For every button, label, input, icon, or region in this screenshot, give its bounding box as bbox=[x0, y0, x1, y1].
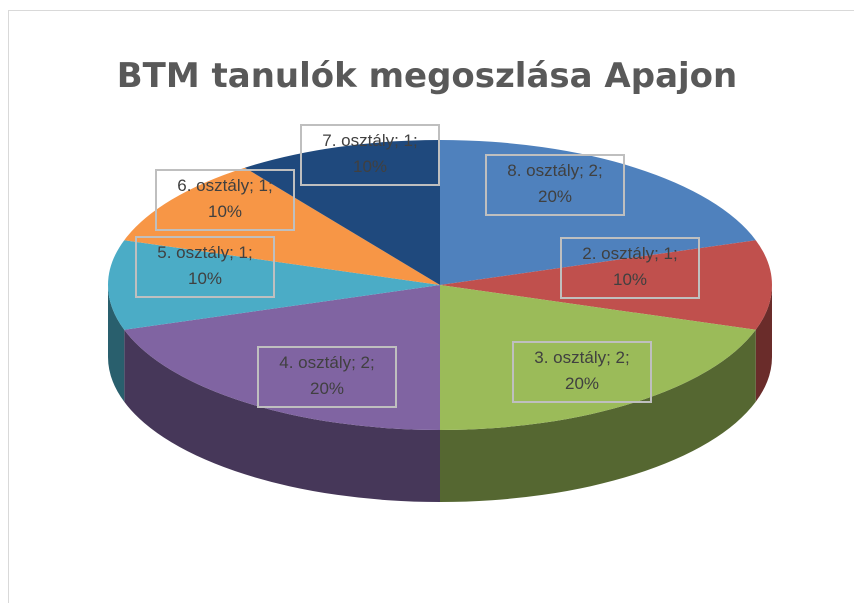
chart-frame bbox=[8, 10, 854, 603]
slice-side bbox=[755, 285, 772, 402]
slice-side bbox=[108, 285, 125, 402]
data-label: 6. osztály; 1; 10% bbox=[155, 169, 295, 231]
chart-title: BTM tanulók megoszlása Apajon bbox=[116, 56, 738, 96]
slice bbox=[124, 167, 440, 285]
data-label: 7. osztály; 1; 10% bbox=[300, 124, 440, 186]
data-label: 8. osztály; 2; 20% bbox=[485, 154, 625, 216]
slice-side bbox=[124, 329, 440, 502]
slice bbox=[440, 140, 756, 285]
data-label: 5. osztály; 1; 10% bbox=[135, 236, 275, 298]
slice bbox=[124, 285, 440, 502]
slice-side bbox=[440, 329, 756, 502]
slice-top bbox=[440, 140, 756, 285]
slice-top bbox=[440, 240, 772, 330]
slice bbox=[440, 240, 772, 402]
data-label: 4. osztály; 2; 20% bbox=[257, 346, 397, 408]
data-label: 2. osztály; 1; 10% bbox=[560, 237, 700, 299]
slice-top bbox=[440, 285, 756, 430]
slice-top bbox=[124, 167, 440, 285]
slice bbox=[440, 285, 756, 502]
data-label: 3. osztály; 2; 20% bbox=[512, 341, 652, 403]
slice-top bbox=[124, 285, 440, 430]
